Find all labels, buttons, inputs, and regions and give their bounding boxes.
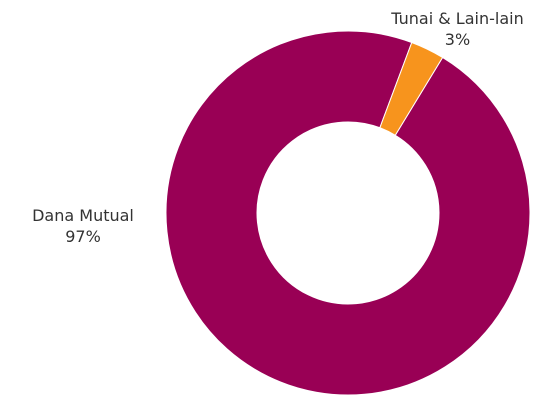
slice-dana-mutual [165, 30, 531, 396]
label-tunai-lain-lain: Tunai & Lain-lain 3% [370, 8, 545, 50]
slice-label-dana-mutual-value: 97% [65, 227, 101, 246]
label-dana-mutual: Dana Mutual 97% [8, 205, 158, 247]
slice-label-dana-mutual-name: Dana Mutual [32, 206, 134, 225]
slice-label-tunai-name: Tunai & Lain-lain [391, 9, 524, 28]
slice-label-tunai-value: 3% [444, 30, 471, 49]
slice-tunai-lain-lain [379, 41, 444, 136]
